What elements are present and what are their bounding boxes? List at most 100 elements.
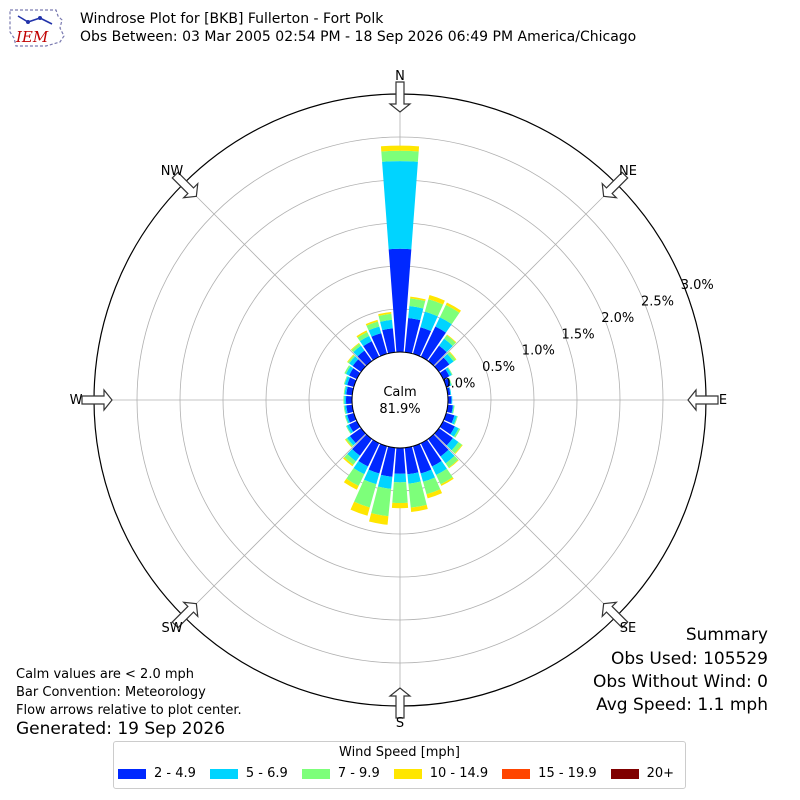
summary-title: Summary — [685, 625, 768, 645]
direction-arrow-2 — [687, 388, 719, 412]
calm-label: Calm — [383, 385, 416, 400]
legend-item-1: 5 - 6.9 — [209, 766, 288, 781]
bar-250-bin-1 — [345, 414, 350, 424]
bar-170-bin-2 — [408, 481, 427, 508]
legend-label: 20+ — [646, 766, 675, 781]
bar-240-bin-1 — [346, 424, 354, 434]
bar-100-bin-0 — [446, 404, 453, 414]
bar-240-bin-0 — [348, 420, 361, 432]
summary-obs-used: Obs Used: 105529 — [610, 649, 768, 669]
bar-250-bin-0 — [347, 412, 357, 423]
bar-350-bin-0 — [382, 328, 396, 354]
bar-300-bin-0 — [348, 368, 361, 380]
bar-30-bin-1 — [435, 317, 452, 333]
bar-330-bin-2 — [357, 331, 370, 342]
legend-label: 7 - 9.9 — [337, 766, 380, 781]
direction-label-e: E — [719, 393, 727, 408]
grid-spoke-1 — [433, 183, 617, 367]
bar-230-bin-3 — [344, 439, 353, 448]
bar-10-bin-2 — [409, 298, 426, 309]
bar-280-bin-1 — [344, 386, 348, 395]
legend-label: 10 - 14.9 — [429, 766, 489, 781]
generated-date: Generated: 19 Sep 2026 — [16, 719, 226, 739]
radial-tick-label-6: 3.0% — [681, 278, 714, 293]
bar-130-bin-0 — [434, 428, 453, 446]
radial-tick-label-5: 2.5% — [641, 294, 674, 309]
bar-190-bin-1 — [377, 474, 393, 489]
bar-260-bin-0 — [346, 404, 354, 414]
legend-swatch — [610, 768, 639, 779]
bar-30-bin-0 — [420, 326, 446, 361]
bar-40-bin-3 — [446, 334, 457, 343]
direction-label-nw: NW — [161, 164, 184, 179]
bar-250-bin-2 — [344, 415, 349, 424]
radial-tick-label-2: 1.0% — [522, 344, 555, 359]
bar-80-bin-1 — [449, 387, 452, 395]
grid-spoke-7 — [183, 183, 367, 367]
windrose-bars — [343, 145, 463, 525]
direction-arrows — [81, 81, 719, 719]
bar-70-bin-0 — [443, 378, 451, 388]
bar-200-bin-0 — [368, 443, 388, 474]
legend-item-5: 20+ — [610, 766, 675, 781]
bar-180-bin-0 — [394, 447, 406, 474]
bar-290-bin-2 — [343, 376, 348, 385]
direction-arrow-1 — [601, 171, 629, 199]
legend-swatch — [301, 768, 330, 779]
bar-0-bin-3 — [380, 145, 420, 152]
bar-130-bin-2 — [451, 442, 463, 454]
bar-120-bin-2 — [453, 428, 461, 438]
bar-340-bin-1 — [368, 326, 382, 337]
bar-330-bin-3 — [356, 330, 368, 338]
bar-230-bin-2 — [345, 438, 354, 447]
bar-40-bin-0 — [428, 345, 447, 366]
radial-tick-label-1: 0.5% — [482, 360, 515, 375]
legend-swatch — [502, 768, 531, 779]
legend-swatch — [209, 768, 238, 779]
bar-310-bin-0 — [352, 359, 366, 372]
bar-350-bin-3 — [378, 312, 392, 316]
bar-320-bin-0 — [357, 350, 372, 366]
bar-10-bin-0 — [404, 318, 421, 354]
legend-item-4: 15 - 19.9 — [502, 766, 597, 781]
bar-210-bin-1 — [353, 460, 368, 475]
bar-210-bin-0 — [358, 439, 380, 467]
bar-340-bin-0 — [371, 333, 388, 357]
bar-70-bin-2 — [448, 377, 453, 386]
summary-obs-without-wind: Obs Without Wind: 0 — [593, 672, 768, 692]
calm-value: 81.9% — [379, 402, 420, 417]
chart-subtitle: Obs Between: 03 Mar 2005 02:54 PM - 18 S… — [80, 29, 637, 45]
direction-arrow-5 — [171, 601, 199, 629]
bar-130-bin-1 — [446, 438, 459, 451]
bar-180-bin-2 — [392, 482, 408, 504]
radial-tick-labels: 0.0% 0.5% 1.0% 1.5% 2.0% 2.5% 3.0% — [442, 278, 713, 392]
bar-20-bin-0 — [412, 327, 432, 357]
chart-title: Windrose Plot for [BKB] Fullerton - Fort… — [80, 11, 384, 27]
iem-logo: IEM — [9, 9, 65, 47]
bar-160-bin-1 — [420, 469, 435, 482]
direction-arrow-3 — [601, 601, 629, 629]
bar-330-bin-1 — [359, 335, 372, 347]
bar-330-bin-0 — [363, 341, 380, 361]
bar-110-bin-0 — [443, 412, 455, 424]
calm-note: Calm values are < 2.0 mph — [16, 667, 195, 682]
bar-20-bin-3 — [428, 295, 445, 305]
bar-170-bin-1 — [407, 472, 421, 484]
wind-speed-legend: Wind Speed [mph] 2 - 4.9 5 - 6.9 7 - 9.9 10… — [113, 741, 686, 789]
direction-label-w: W — [70, 393, 83, 408]
bar-230-bin-0 — [349, 428, 366, 444]
bar-190-bin-0 — [380, 446, 396, 477]
bar-210-bin-3 — [343, 478, 359, 490]
bar-30-bin-2 — [439, 304, 460, 325]
bar-convention-note: Bar Convention: Meteorology — [16, 685, 206, 700]
bar-150-bin-3 — [440, 477, 454, 486]
bar-260-bin-2 — [343, 405, 346, 414]
legend-title: Wind Speed [mph] — [339, 745, 460, 760]
bar-30-bin-3 — [445, 302, 461, 313]
bar-70-bin-1 — [447, 378, 452, 386]
bar-320-bin-1 — [353, 345, 365, 357]
bar-350-bin-2 — [378, 313, 392, 322]
bar-150-bin-0 — [420, 439, 442, 467]
direction-label-se: SE — [620, 621, 636, 636]
grid-spoke-5 — [183, 433, 367, 617]
